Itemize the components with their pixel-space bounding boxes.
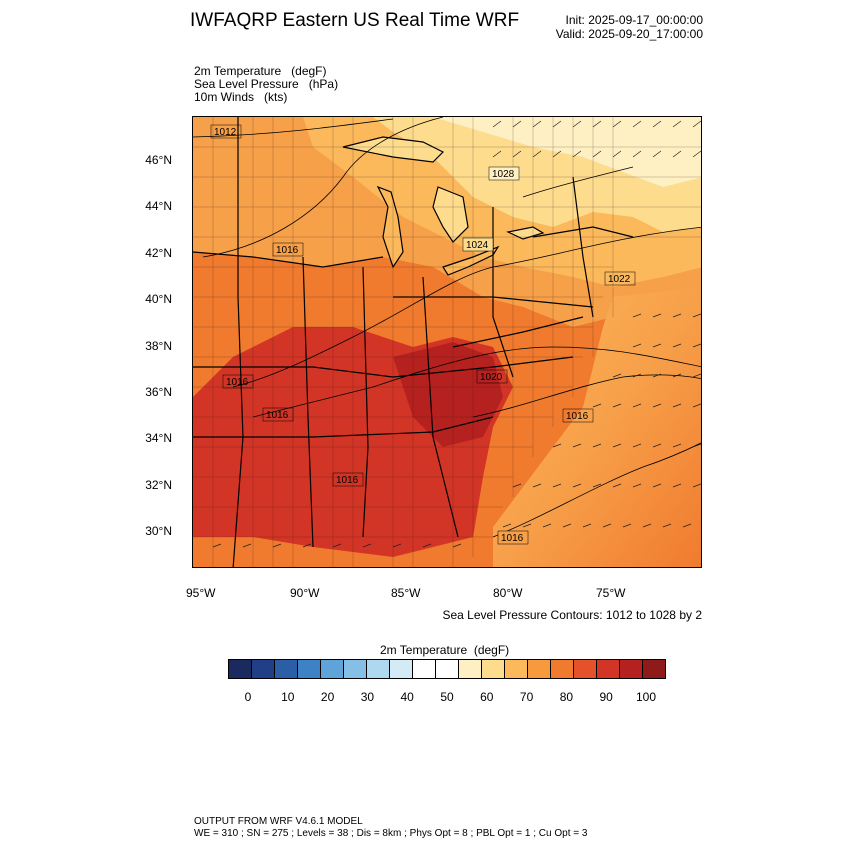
colorbar-swatch (643, 660, 665, 678)
lat-label: 38°N (145, 339, 172, 353)
colorbar-swatch (482, 660, 505, 678)
isobar-labels: 1012 1028 1016 1024 1022 1016 1016 1020 … (210, 124, 636, 545)
isobar-label: 1024 (466, 240, 489, 251)
lat-label: 42°N (145, 246, 172, 260)
colorbar-swatch (344, 660, 367, 678)
gulf-of-mexico (193, 547, 493, 567)
colorbar-tick-label: 0 (244, 690, 252, 704)
lat-label: 44°N (145, 199, 172, 213)
colorbar-tick-label: 90 (599, 690, 613, 704)
colorbar-swatch (597, 660, 620, 678)
colorbar-swatch (551, 660, 574, 678)
footer: OUTPUT FROM WRF V4.6.1 MODEL WE = 310 ; … (194, 816, 587, 840)
footer-model: OUTPUT FROM WRF V4.6.1 MODEL (194, 816, 363, 827)
legend-title: 2m Temperature (degF) (380, 643, 510, 657)
colorbar-swatch (252, 660, 275, 678)
colorbar-swatch (367, 660, 390, 678)
field-list: 2m Temperature (degF) Sea Level Pressure… (194, 65, 338, 104)
colorbar-tick-label: 60 (480, 690, 494, 704)
isobar-label: 1016 (266, 410, 289, 421)
contour-note: Sea Level Pressure Contours: 1012 to 102… (442, 608, 703, 622)
isobar-label: 1020 (480, 372, 503, 383)
lon-label: 75°W (596, 586, 626, 600)
map-title: IWFAQRP Eastern US Real Time WRF (190, 10, 520, 31)
colorbar-tick-label: 40 (400, 690, 414, 704)
colorbar-tick-label: 100 (635, 690, 657, 704)
isobar-label: 1016 (501, 533, 524, 544)
isobar-label: 1016 (336, 475, 359, 486)
time-info: Init: 2025-09-17_00:00:00 Valid: 2025-09… (556, 13, 703, 41)
lat-label: 40°N (145, 292, 172, 306)
isobar-label: 1016 (276, 245, 299, 256)
colorbar-swatch (275, 660, 298, 678)
field-pressure: Sea Level Pressure (hPa) (194, 77, 339, 91)
field-winds: 10m Winds (kts) (194, 90, 288, 104)
colorbar-tick-label: 70 (519, 690, 534, 704)
colorbar-tick-label: 80 (559, 690, 574, 704)
lon-label: 95°W (186, 586, 216, 600)
isobar-label: 1016 (566, 411, 589, 422)
valid-time: Valid: 2025-09-20_17:00:00 (555, 27, 703, 41)
colorbar-swatch (321, 660, 344, 678)
isobars (193, 117, 701, 538)
colorbar-swatch (413, 660, 436, 678)
colorbar-tick-label: 50 (440, 690, 454, 704)
colorbar-tick-label: 20 (320, 690, 335, 704)
colorbar-tick-label: 10 (281, 690, 295, 704)
atlantic-ocean (493, 287, 701, 567)
lon-label: 85°W (391, 586, 421, 600)
map-panel: 1012 1028 1016 1024 1022 1016 1016 1020 … (192, 116, 702, 568)
lake-michigan (376, 185, 404, 269)
colorbar-swatch (298, 660, 321, 678)
colorbar-swatch (620, 660, 643, 678)
field-temperature: 2m Temperature (degF) (194, 64, 327, 78)
temperature-zone-cold (433, 117, 701, 187)
lat-label: 30°N (145, 524, 172, 538)
colorbar-swatch (505, 660, 528, 678)
colorbar-tick-label: 30 (360, 690, 375, 704)
colorbar-swatch (390, 660, 413, 678)
lat-label: 36°N (145, 385, 172, 399)
isobar-label: 1016 (226, 377, 249, 388)
lat-label: 34°N (145, 431, 172, 445)
lake-ontario (506, 226, 545, 240)
lon-label: 90°W (290, 586, 320, 600)
colorbar-swatch (528, 660, 551, 678)
colorbar-swatch (436, 660, 459, 678)
colorbar-swatch (459, 660, 482, 678)
wind-barbs (212, 120, 701, 548)
lat-label: 32°N (145, 478, 172, 492)
isobar-label: 1012 (214, 127, 237, 138)
colorbar-swatch (574, 660, 597, 678)
colorbar-swatch (229, 660, 252, 678)
lon-label: 80°W (493, 586, 523, 600)
footer-config: WE = 310 ; SN = 275 ; Levels = 38 ; Dis … (194, 828, 588, 839)
lat-label: 46°N (145, 153, 172, 167)
init-time: Init: 2025-09-17_00:00:00 (565, 13, 703, 27)
isobar-label: 1022 (608, 274, 631, 285)
map-canvas: 1012 1028 1016 1024 1022 1016 1016 1020 … (193, 117, 701, 567)
isobar-label: 1028 (492, 169, 515, 180)
colorbar (228, 659, 666, 679)
county-boundaries (193, 117, 701, 567)
